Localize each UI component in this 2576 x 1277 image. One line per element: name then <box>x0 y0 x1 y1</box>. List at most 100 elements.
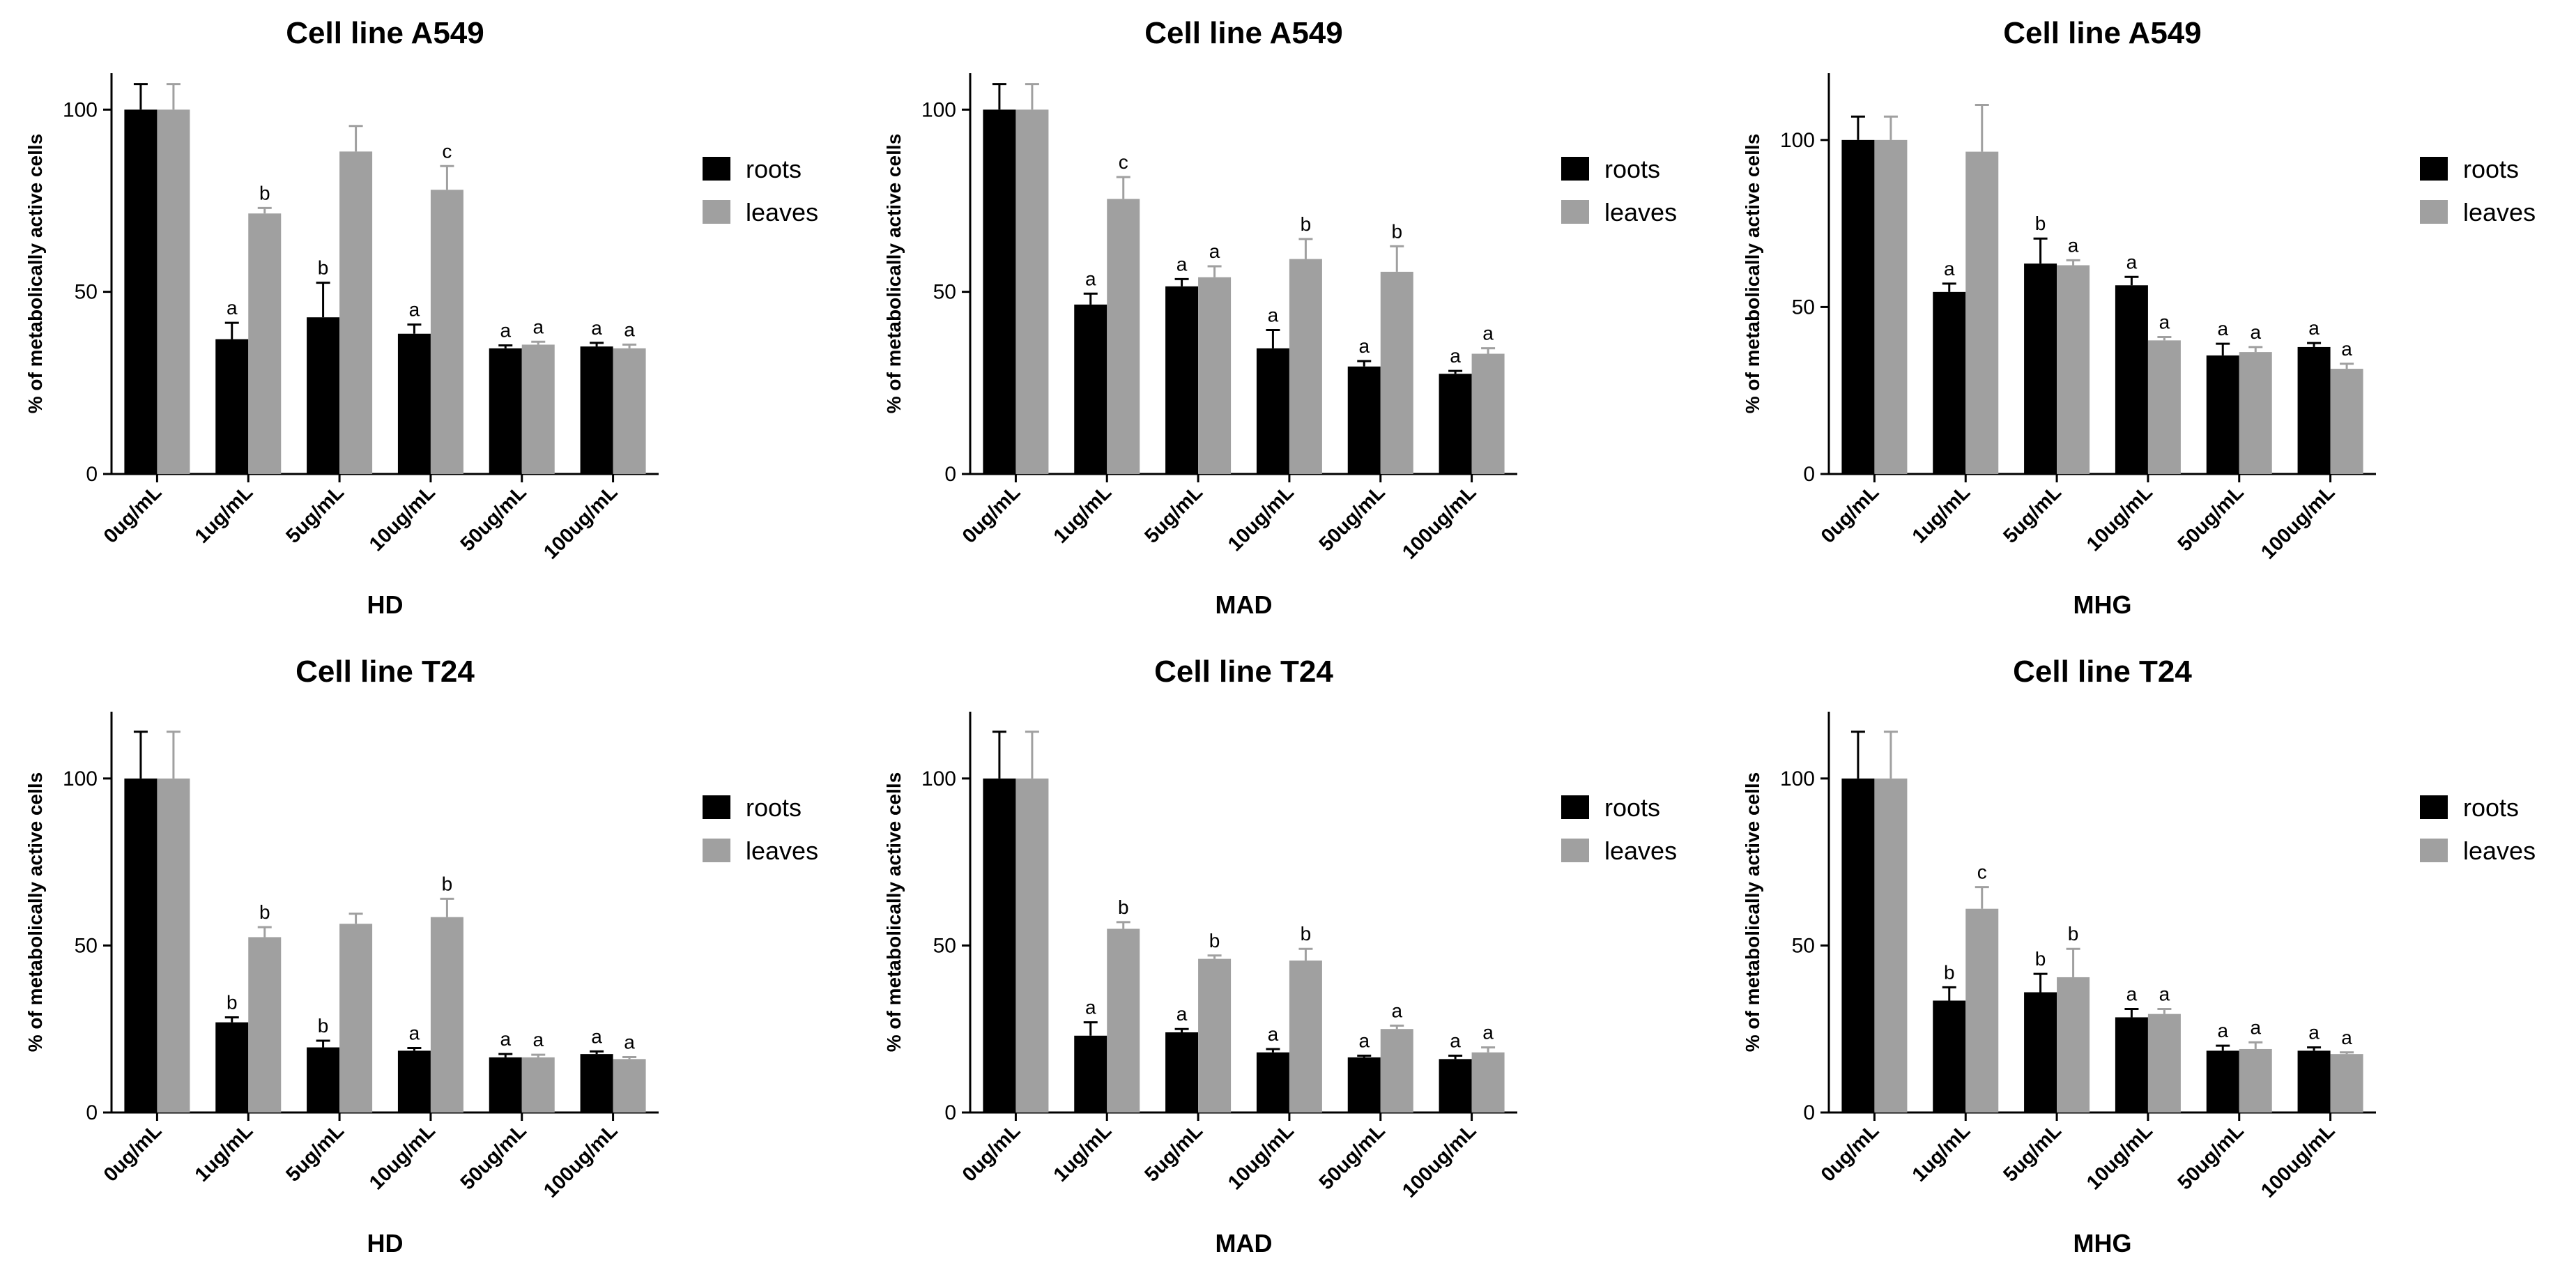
x-axis-label: HD <box>367 1229 404 1257</box>
x-axis-label: HD <box>367 590 404 619</box>
bar-leaves-5 <box>521 1057 555 1112</box>
x-tick-label: 100ug/mL <box>2257 1119 2339 1202</box>
x-tick-label: 1ug/mL <box>191 481 258 548</box>
bar-leaves-3 <box>2057 265 2090 474</box>
bar-roots-5 <box>489 1057 522 1112</box>
significance-label: b <box>1301 213 1312 235</box>
bar-roots-2 <box>215 339 249 474</box>
y-tick-label: 50 <box>75 934 98 957</box>
significance-label: b <box>2035 948 2046 970</box>
legend-swatch-leaves <box>1561 200 1589 224</box>
significance-label: a <box>2126 983 2138 1004</box>
bar-leaves-5 <box>1380 271 1413 474</box>
x-tick-label: 0ug/mL <box>1817 1119 1884 1186</box>
bar-roots-4 <box>2115 285 2148 474</box>
bar-chart-svg: Cell line A549 % of metabolically active … <box>1742 16 2536 619</box>
legend-label-leaves: leaves <box>746 198 818 227</box>
significance-label: a <box>2341 338 2352 360</box>
x-tick-label: 100ug/mL <box>539 1119 622 1202</box>
y-tick-label: 0 <box>1803 1101 1815 1124</box>
bar-leaves-4 <box>430 190 463 474</box>
significance-label: a <box>2308 1022 2320 1043</box>
bar-leaves-2 <box>1107 199 1140 474</box>
legend-label-leaves: leaves <box>746 836 818 865</box>
legend-label-roots: roots <box>1604 793 1660 822</box>
bar-roots-2 <box>1074 1035 1107 1112</box>
bar-roots-6 <box>2297 1050 2331 1112</box>
x-tick-label: 5ug/mL <box>282 1119 348 1186</box>
bar-roots-2 <box>1074 304 1107 474</box>
bar-roots-3 <box>307 317 340 474</box>
y-axis-label: % of metabolically active cells <box>24 134 46 414</box>
bar-leaves-5 <box>2239 1048 2272 1112</box>
chart-title: Cell line T24 <box>296 655 475 689</box>
x-tick-label: 1ug/mL <box>1050 481 1117 548</box>
chart-panel-1: Cell line A549 % of metabolically active … <box>0 0 859 638</box>
legend-swatch-leaves <box>2420 200 2448 224</box>
y-tick-label: 100 <box>921 767 956 790</box>
legend-label-leaves: leaves <box>2463 198 2536 227</box>
bar-roots-1 <box>983 109 1016 475</box>
bar-roots-4 <box>397 333 431 474</box>
bar-roots-5 <box>489 348 522 474</box>
y-tick-label: 100 <box>1780 767 1815 790</box>
x-tick-label: 1ug/mL <box>1908 1119 1975 1186</box>
significance-label: b <box>1391 220 1402 242</box>
x-tick-label: 100ug/mL <box>539 481 622 563</box>
chart-title: Cell line T24 <box>2013 655 2192 689</box>
y-axis-label: % of metabolically active cells <box>883 772 905 1053</box>
legend-label-roots: roots <box>2463 155 2519 183</box>
y-axis-label: % of metabolically active cells <box>1742 772 1763 1053</box>
x-tick-label: 100ug/mL <box>1398 1119 1480 1202</box>
significance-label: a <box>1358 1030 1370 1052</box>
legend-swatch-leaves <box>703 839 730 862</box>
significance-label: a <box>2217 1020 2228 1041</box>
bar-roots-3 <box>1165 1032 1199 1112</box>
y-tick-label: 0 <box>1803 463 1815 486</box>
y-axis-label: % of metabolically active cells <box>883 134 905 414</box>
significance-label: b <box>318 257 329 279</box>
bar-leaves-1 <box>157 778 190 1112</box>
bar-roots-2 <box>1933 291 1966 474</box>
x-tick-label: 5ug/mL <box>1999 481 2066 548</box>
significance-label: a <box>532 316 544 337</box>
y-tick-label: 0 <box>944 463 956 486</box>
significance-label: a <box>1450 345 1461 367</box>
bar-roots-1 <box>124 778 158 1112</box>
bar-roots-5 <box>1347 1057 1381 1112</box>
significance-label: b <box>2068 923 2079 945</box>
significance-label: a <box>624 319 635 340</box>
significance-label: a <box>500 1028 511 1050</box>
significance-label: b <box>1944 961 1955 983</box>
significance-label: b <box>318 1015 329 1037</box>
significance-label: a <box>1358 335 1370 357</box>
bar-leaves-3 <box>1198 277 1232 474</box>
bar-roots-1 <box>1841 139 1875 475</box>
legend-swatch-roots <box>2420 157 2448 181</box>
x-tick-label: 50ug/mL <box>457 1119 531 1194</box>
significance-label: a <box>409 1023 420 1044</box>
bar-chart-svg: Cell line A549 % of metabolically active … <box>883 16 1677 619</box>
legend-label-roots: roots <box>1604 155 1660 183</box>
bar-leaves-4 <box>2147 340 2181 474</box>
significance-label: a <box>532 1029 544 1050</box>
significance-label: c <box>1977 862 1987 883</box>
significance-label: b <box>1209 930 1220 951</box>
significance-label: a <box>2250 321 2261 343</box>
bar-roots-6 <box>580 346 613 474</box>
legend-label-leaves: leaves <box>2463 836 2536 865</box>
significance-label: a <box>500 319 511 341</box>
y-tick-label: 0 <box>944 1101 956 1124</box>
bar-leaves-6 <box>613 1059 646 1112</box>
bar-leaves-2 <box>1965 151 1999 474</box>
x-tick-label: 5ug/mL <box>1999 1119 2066 1186</box>
bar-leaves-6 <box>2330 1054 2363 1112</box>
legend-label-roots: roots <box>2463 793 2519 822</box>
significance-label: a <box>591 317 602 339</box>
legend-label-roots: roots <box>746 793 802 822</box>
significance-label: b <box>227 991 238 1013</box>
bar-leaves-5 <box>2239 352 2272 474</box>
chart-panel-3: Cell line A549 % of metabolically active … <box>1717 0 2576 638</box>
bar-leaves-6 <box>2330 369 2363 474</box>
x-axis-label: MHG <box>2073 1229 2132 1257</box>
